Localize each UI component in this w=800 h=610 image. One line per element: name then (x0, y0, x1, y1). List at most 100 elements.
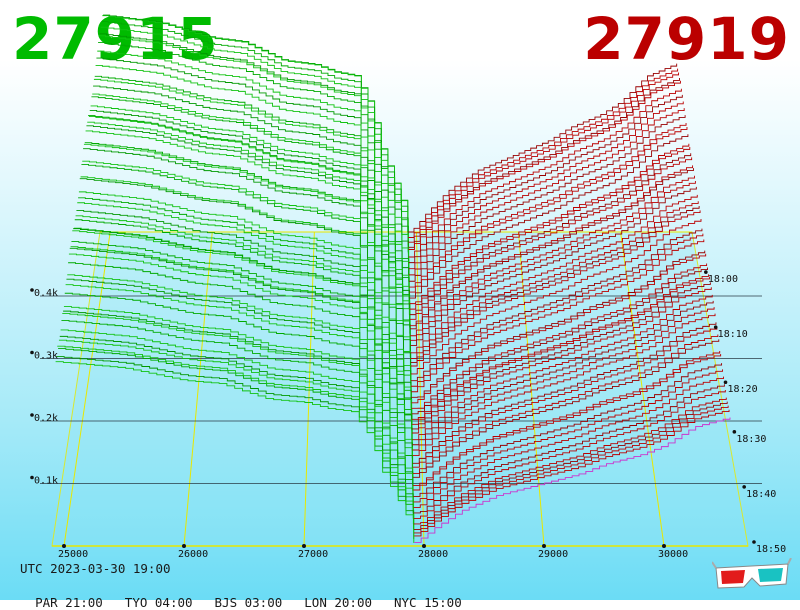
bid-depth-line (77, 202, 412, 403)
ask-depth-line (408, 88, 682, 258)
ask-depth-line (412, 322, 717, 464)
timezone-nyc: NYC 15:00 (394, 595, 462, 610)
price-tick-mark (302, 544, 306, 548)
ask-depth-line (412, 307, 715, 451)
ask-depth-line (413, 397, 727, 525)
bid-depth-line (90, 105, 410, 315)
price-tick-mark (542, 544, 546, 548)
depth-tick-mark (30, 288, 34, 292)
ask-depth-line (413, 390, 726, 519)
bid-depth-line (68, 262, 413, 459)
ask-depth-line (414, 409, 730, 537)
ask-depth-line (412, 300, 714, 446)
ask-depth-line (412, 327, 718, 468)
ask-depth-line (408, 80, 681, 250)
time-tick-mark (723, 380, 728, 385)
time-tick-label-18:00: 18:00 (708, 274, 738, 285)
time-tick-label-18:30: 18:30 (736, 434, 766, 445)
bid-depth-line (67, 274, 413, 469)
bid-depth-line (98, 35, 409, 254)
ask-depth-surface (408, 63, 731, 543)
price-tick-mark (422, 544, 426, 548)
depth-tick-label-0.1k: 0.1k (34, 476, 58, 487)
ask-depth-line (411, 267, 709, 415)
ask-depth-line (409, 157, 693, 320)
bid-depth-line (78, 197, 412, 398)
ask-depth-line (408, 94, 683, 264)
price-tick-label-26000: 26000 (178, 549, 208, 560)
ask-depth-line (411, 276, 710, 425)
bid-depth-line (60, 329, 414, 513)
price-tick-label-28000: 28000 (418, 549, 448, 560)
price-grid-line (517, 231, 545, 547)
time-tick-mark (704, 270, 708, 274)
ask-depth-line (410, 181, 696, 341)
bid-depth-line (68, 253, 413, 451)
bid-depth-line (66, 278, 413, 473)
bid-depth-line (89, 109, 410, 321)
ask-depth-line (411, 233, 704, 387)
ask-depth-line (411, 253, 707, 404)
bid-depth-line (79, 178, 412, 385)
ask-depth-line (410, 168, 694, 330)
ask-depth-line (413, 369, 723, 503)
bid-depth-line (63, 306, 414, 491)
ask-depth-line (411, 239, 705, 393)
time-tick-label-18:40: 18:40 (746, 489, 776, 500)
ask-depth-line (409, 127, 688, 293)
bid-depth-line (96, 57, 410, 275)
bid-depth-line (62, 312, 414, 502)
price-tick-label-25000: 25000 (58, 549, 88, 560)
ask-depth-line (408, 72, 680, 243)
bid-depth-line (91, 96, 410, 310)
ask-depth-line (412, 282, 711, 430)
ask-depth-line (414, 405, 729, 534)
timezone-par: PAR 21:00 (35, 595, 103, 610)
depth-tick-label-0.3k: 0.3k (34, 351, 58, 362)
timezone-lon: LON 20:00 (304, 595, 372, 610)
time-tick-mark (713, 325, 718, 329)
bid-depth-line (95, 64, 410, 282)
ask-depth-line (413, 384, 725, 514)
bid-depth-line (102, 15, 409, 235)
depth-tick-mark (30, 413, 34, 417)
bid-depth-line (64, 292, 414, 486)
bid-depth-line (58, 339, 414, 524)
bid-depth-line (100, 26, 409, 246)
price-grid-line (303, 231, 315, 547)
ask-depth-line (409, 147, 691, 310)
3d-glasses-icon[interactable] (712, 558, 792, 592)
price-tick-mark (62, 544, 66, 548)
ask-depth-line (409, 108, 685, 276)
time-tick-mark (732, 430, 737, 434)
ask-depth-line (408, 101, 684, 270)
ask-depth-line (409, 122, 687, 288)
ask-depth-line (408, 68, 679, 238)
ask-depth-line (413, 376, 724, 508)
utc-timestamp: UTC 2023-03-30 19:00 (20, 561, 171, 576)
depth-tick-mark (30, 475, 34, 480)
ask-depth-line (410, 219, 702, 375)
bid-depth-line (74, 219, 412, 420)
bid-depth-line (69, 247, 413, 446)
bid-depth-surface (55, 14, 415, 543)
ask-depth-line (410, 206, 700, 363)
bid-depth-line (76, 210, 412, 409)
ask-depth-line (411, 228, 703, 382)
bid-depth-line (72, 230, 413, 431)
bid-depth-line (83, 148, 411, 358)
price-grid-line (63, 231, 111, 547)
bid-depth-line (88, 115, 411, 328)
bid-depth-line (93, 85, 410, 299)
depth-tick-mark (30, 350, 34, 355)
ask-depth-line (409, 115, 686, 282)
bid-depth-line (93, 78, 410, 293)
bid-depth-line (56, 356, 415, 539)
bid-depth-line (58, 348, 414, 530)
bid-depth-line (88, 116, 410, 326)
bid-depth-line (86, 125, 411, 337)
bid-depth-line (55, 361, 415, 543)
timezone-tyo: TYO 04:00 (124, 595, 193, 610)
price-tick-label-27000: 27000 (298, 549, 328, 560)
timezone-clocks: PAR 21:00 TYO 04:00 BJS 03:00 LON 20:00 NYC … (20, 580, 484, 610)
